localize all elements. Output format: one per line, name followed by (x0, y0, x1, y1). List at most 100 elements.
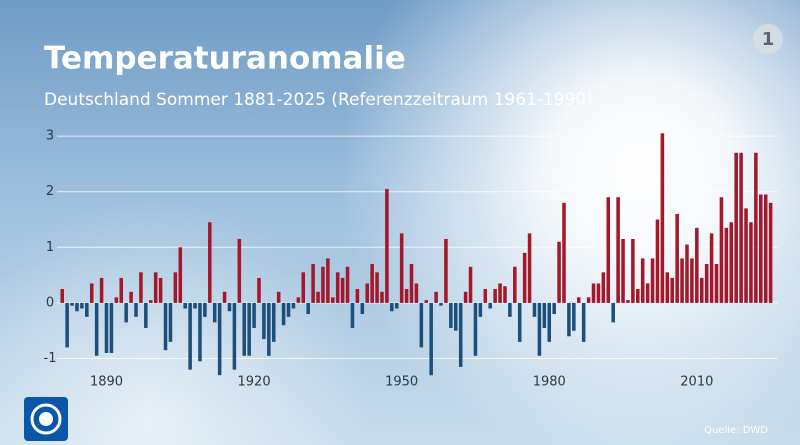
x-tick-label: 1980 (533, 375, 566, 390)
bar (503, 286, 507, 303)
bar (665, 272, 670, 303)
bar (173, 272, 178, 303)
bar (75, 302, 79, 312)
bar (390, 302, 394, 312)
bar (321, 266, 325, 303)
bar (99, 277, 104, 303)
bar (596, 283, 601, 303)
bar (478, 302, 483, 317)
bar (148, 300, 153, 303)
bar (316, 291, 320, 303)
bar (557, 241, 561, 303)
bar (409, 263, 414, 303)
bar (193, 302, 197, 309)
bar (572, 302, 576, 331)
bar (670, 277, 675, 303)
bar (252, 302, 256, 328)
bar (419, 302, 424, 348)
bar (640, 258, 645, 303)
bar (355, 289, 360, 303)
bar (729, 222, 734, 303)
y-tick-label: -1 (44, 351, 57, 366)
bar (178, 247, 183, 303)
bar (444, 238, 448, 303)
bar (94, 302, 99, 356)
bar (217, 302, 222, 376)
bar (650, 258, 655, 303)
bar (331, 297, 335, 303)
bar (714, 263, 719, 303)
bar (749, 222, 753, 303)
bar (675, 213, 679, 303)
bar (660, 133, 665, 303)
bar (247, 302, 251, 356)
bar (463, 291, 468, 303)
bar (522, 252, 527, 303)
y-tick-label: 3 (46, 129, 54, 144)
bar (129, 291, 133, 303)
bar (680, 258, 684, 303)
bar (734, 152, 738, 303)
bar (188, 302, 192, 370)
bar (335, 272, 340, 303)
bar (517, 302, 522, 342)
bar (513, 266, 517, 303)
bar (365, 283, 369, 303)
bar (139, 272, 143, 303)
source-note: Quelle: DWD (704, 425, 768, 436)
bar (144, 302, 148, 328)
bar (488, 302, 492, 309)
bar (562, 202, 566, 303)
bar (754, 152, 758, 303)
bar (326, 258, 330, 303)
bar (527, 233, 532, 303)
bar (375, 272, 379, 303)
bar (429, 302, 433, 376)
bar (719, 197, 724, 303)
bar (276, 291, 281, 303)
bar (340, 277, 345, 303)
bar (576, 297, 581, 303)
bar (183, 302, 187, 309)
bar (109, 302, 114, 353)
bar (124, 302, 128, 323)
bar (606, 197, 611, 303)
x-tick-label: 1890 (90, 375, 123, 390)
bar (621, 238, 625, 303)
bar (508, 302, 512, 317)
bar (542, 302, 547, 328)
bar (60, 289, 64, 303)
bar (370, 263, 374, 303)
bar (616, 197, 620, 303)
bar (65, 302, 69, 348)
bar (104, 302, 109, 353)
bar (399, 233, 404, 303)
bar (227, 302, 232, 312)
bar (70, 302, 74, 306)
bar (586, 297, 591, 303)
bar (404, 289, 409, 303)
y-tick-label: 0 (46, 295, 54, 310)
x-tick-label: 2010 (680, 375, 713, 390)
bar (611, 302, 615, 323)
bar (271, 302, 276, 342)
y-tick-label: 2 (46, 184, 54, 199)
bar (350, 302, 355, 328)
bar (212, 302, 217, 323)
bar (80, 302, 84, 309)
bar (208, 222, 212, 303)
bar (458, 302, 463, 367)
bar (699, 277, 704, 303)
bar (168, 302, 173, 342)
bar (242, 302, 247, 356)
bar (601, 272, 606, 303)
bar (724, 227, 729, 303)
bar (498, 283, 502, 303)
bar (626, 300, 630, 303)
bar (380, 291, 384, 303)
bar (532, 302, 537, 317)
bar (739, 152, 743, 303)
bar (203, 302, 207, 317)
